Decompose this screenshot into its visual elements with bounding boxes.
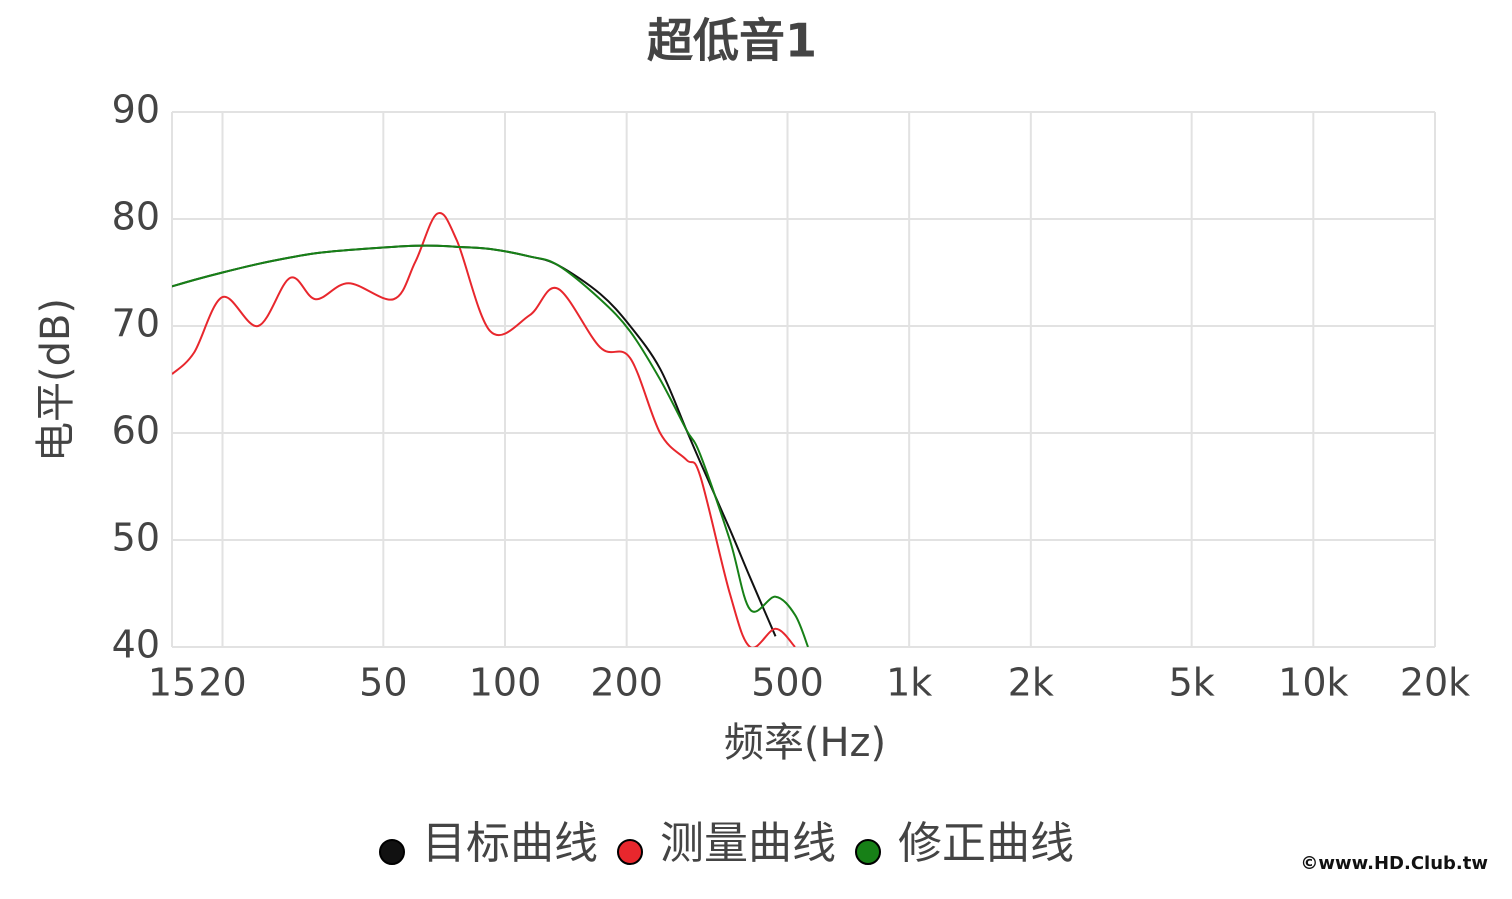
x-axis-label: 频率(Hz) [724,720,886,766]
y-tick-label: 60 [112,409,160,453]
y-tick-label: 40 [112,623,160,667]
x-tick-label: 10k [1278,661,1348,705]
x-tick-label: 20 [198,661,246,705]
y-axis-label: 电平(dB) [33,298,79,462]
x-tick-label: 50 [359,661,407,705]
x-tick-label: 15 [148,661,196,705]
x-tick-label: 5k [1169,661,1215,705]
y-tick-label: 50 [112,516,160,560]
legend-label: 目标曲线 [422,818,598,869]
legend-marker [855,839,881,865]
y-tick-label: 80 [112,195,160,239]
x-tick-label: 2k [1008,661,1054,705]
legend-marker [379,839,405,865]
x-tick-label: 100 [469,661,542,705]
chart-title: 超低音1 [647,14,817,68]
legend-marker [617,839,643,865]
watermark: ©www.HD.Club.tw [1300,853,1488,874]
legend-label: 测量曲线 [660,818,836,869]
x-tick-label: 1k [886,661,932,705]
y-tick-label: 70 [112,302,160,346]
plot-area [172,212,809,647]
series-line [172,244,777,637]
x-tick-label: 200 [590,661,663,705]
y-tick-label: 90 [112,88,160,132]
legend-label: 修正曲线 [898,818,1074,869]
series-line [172,212,796,647]
x-tick-label: 20k [1400,661,1470,705]
series-line [172,244,809,647]
x-tick-label: 500 [751,661,824,705]
